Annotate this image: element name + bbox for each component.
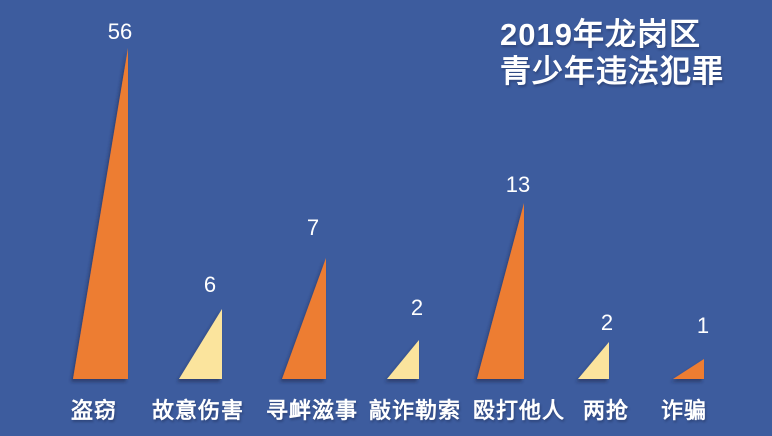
bar-triangle-1	[73, 48, 128, 379]
chart-title: 2019年龙岗区 青少年违法犯罪	[500, 16, 724, 90]
bar-triangle-5	[477, 203, 524, 379]
chart-title-line2: 青少年违法犯罪	[500, 54, 724, 89]
chart-title-line1: 2019年龙岗区	[500, 17, 701, 52]
bar-triangle-6	[578, 342, 609, 379]
bar-triangle-7	[673, 359, 704, 379]
bars-group	[73, 48, 704, 379]
bar-triangle-3	[282, 258, 326, 379]
bar-triangle-2	[179, 309, 222, 379]
bar-triangle-4	[387, 340, 419, 379]
